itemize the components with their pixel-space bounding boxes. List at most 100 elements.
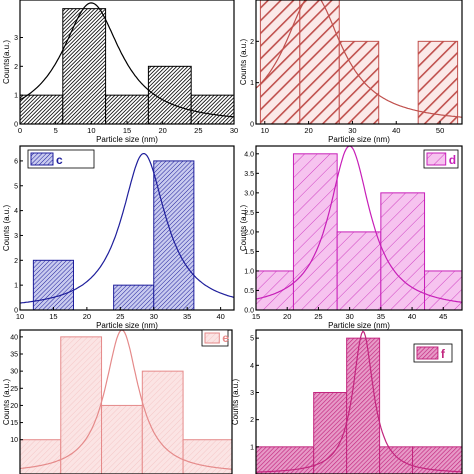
y-tick-label: 0.5 xyxy=(244,288,254,295)
histogram-bar xyxy=(190,94,235,125)
x-tick-label: 20 xyxy=(283,312,291,321)
fit-curve xyxy=(19,2,235,118)
y-tick-label: 15 xyxy=(10,420,18,427)
y-tick-label: 6 xyxy=(14,158,18,165)
y-axis-label: Counts (a.u.) xyxy=(231,379,240,426)
histogram-bar xyxy=(32,259,74,311)
axes-frame xyxy=(255,329,463,474)
histogram-bar xyxy=(292,153,338,311)
histogram-bar xyxy=(105,94,149,125)
x-tick-label: 15 xyxy=(252,312,260,321)
axes-frame xyxy=(19,329,233,474)
y-tick-label: 4.0 xyxy=(244,151,254,158)
fit-curve xyxy=(19,329,233,470)
histogram-bar xyxy=(19,439,62,474)
x-tick-label: 45 xyxy=(439,312,447,321)
panel-4: 15 20 25 30 35 40 45 0.0 0.5 1.0 1.5 2.0 2.5 3.0 3.5 4.… xyxy=(239,145,463,330)
panel-2: 10 20 30 40 50 0 1 2 Particle size (nm) Counts (a… xyxy=(239,0,463,144)
y-tick-label: 2 xyxy=(14,258,18,265)
x-tick-label: 15 xyxy=(49,312,57,321)
fit-curve xyxy=(19,153,235,304)
x-tick-label: 30 xyxy=(230,126,238,135)
x-tick-label: 35 xyxy=(377,312,385,321)
histogram-bar xyxy=(299,0,340,125)
y-tick-label: 3 xyxy=(14,35,18,42)
y-tick-label: 2 xyxy=(250,417,254,424)
x-tick-label: 10 xyxy=(16,312,24,321)
y-tick-label: 4 xyxy=(14,208,18,215)
x-tick-label: 30 xyxy=(348,126,356,135)
panel-1: 0 5 10 15 20 25 30 0 1 2 3 Particle size (nm) Counts… xyxy=(2,0,238,144)
y-tick-label: 2 xyxy=(250,39,254,46)
histogram-bar xyxy=(62,8,107,125)
legend-swatch xyxy=(30,152,54,166)
y-axis-label: Counts (a.u.) xyxy=(2,205,11,252)
y-tick-label: 20 xyxy=(10,403,18,410)
legend-swatch xyxy=(204,332,220,344)
panel-5: 10 15 20 25 30 35 40 Counts (a.u.) e xyxy=(2,329,233,474)
axes-frame xyxy=(19,145,235,311)
histogram-bar xyxy=(60,336,103,474)
histogram-bar xyxy=(424,270,463,311)
histogram-bar xyxy=(153,160,195,311)
y-tick-label: 40 xyxy=(10,334,18,341)
y-tick-label: 3.0 xyxy=(244,190,254,197)
panel-6: 1 2 3 4 5 Counts (a.u.) f xyxy=(231,329,463,474)
y-tick-label: 0 xyxy=(14,122,18,129)
y-tick-label: 3.5 xyxy=(244,171,254,178)
y-tick-label: 3 xyxy=(250,390,254,397)
y-tick-label: 35 xyxy=(10,352,18,359)
x-tick-label: 30 xyxy=(150,312,158,321)
y-axis-label: Counts (a.u.) xyxy=(2,379,11,426)
y-tick-label: 1 xyxy=(250,80,254,87)
y-tick-label: 10 xyxy=(10,437,18,444)
histogram-bar xyxy=(255,446,315,474)
y-tick-label: 5 xyxy=(250,336,254,343)
panel-label: e xyxy=(222,331,229,345)
x-tick-label: 40 xyxy=(392,126,400,135)
x-tick-label: 40 xyxy=(408,312,416,321)
x-tick-label: 10 xyxy=(87,126,95,135)
x-tick-label: 30 xyxy=(345,312,353,321)
y-tick-label: 1 xyxy=(14,283,18,290)
y-tick-label: 3 xyxy=(14,233,18,240)
y-tick-label: 0 xyxy=(14,308,18,315)
axes-frame xyxy=(255,0,463,125)
fit-curve xyxy=(255,0,463,118)
histogram-bar xyxy=(336,231,382,311)
y-tick-label: 2.0 xyxy=(244,229,254,236)
x-tick-label: 10 xyxy=(261,126,269,135)
y-tick-label: 1 xyxy=(250,444,254,451)
histogram-bar xyxy=(101,404,143,474)
x-axis-label: Particle size (nm) xyxy=(328,321,390,330)
panel-3: 10 15 20 25 30 35 40 0 1 2 3 4 5 6 Particle size (nm) C… xyxy=(2,145,235,330)
y-tick-label: 2 xyxy=(14,64,18,71)
x-tick-label: 25 xyxy=(116,312,124,321)
y-tick-label: 1.5 xyxy=(244,249,254,256)
y-tick-label: 25 xyxy=(10,386,18,393)
x-tick-label: 35 xyxy=(183,312,191,321)
panel-label: c xyxy=(56,153,63,167)
histogram-bar xyxy=(255,270,294,311)
panel-label: f xyxy=(441,347,446,361)
histogram-bar xyxy=(141,370,184,474)
histogram-bar xyxy=(19,94,64,125)
x-tick-label: 20 xyxy=(158,126,166,135)
y-tick-label: 5 xyxy=(14,183,18,190)
y-tick-label: 1 xyxy=(14,93,18,100)
x-tick-label: 15 xyxy=(123,126,131,135)
fit-curve xyxy=(255,145,463,303)
x-tick-label: 50 xyxy=(436,126,444,135)
panel-label: d xyxy=(449,153,456,167)
y-axis-label: Counts (a.u.) xyxy=(239,39,248,86)
x-tick-label: 5 xyxy=(54,126,58,135)
y-tick-label: 0.0 xyxy=(244,308,254,315)
x-axis-label: Particle size (nm) xyxy=(96,321,158,330)
x-tick-label: 25 xyxy=(314,312,322,321)
histogram-bar xyxy=(346,337,381,474)
x-tick-label: 25 xyxy=(194,126,202,135)
x-tick-label: 0 xyxy=(18,126,22,135)
y-axis-label: Counts(a.u.) xyxy=(2,40,11,84)
legend-swatch xyxy=(416,346,439,360)
